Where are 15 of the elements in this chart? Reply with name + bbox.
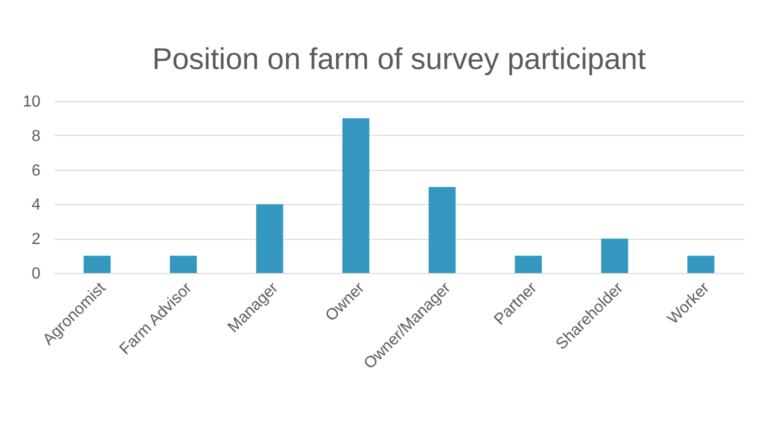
- bar: [170, 256, 197, 273]
- bar: [428, 187, 456, 273]
- y-tick-label: 4: [32, 196, 41, 214]
- bar: [601, 238, 628, 273]
- y-tick-label: 2: [32, 231, 41, 248]
- y-tick-label: 6: [32, 162, 41, 180]
- bar: [84, 256, 111, 273]
- y-tick-label: 8: [32, 128, 41, 145]
- y-tick-label: 0: [32, 266, 41, 282]
- bar: [256, 204, 284, 273]
- chart-title: Position on farm of survey participant: [152, 43, 646, 76]
- y-tick-label: 10: [22, 94, 41, 110]
- bar: [514, 256, 542, 273]
- bar: [687, 256, 714, 273]
- bar: [342, 118, 370, 273]
